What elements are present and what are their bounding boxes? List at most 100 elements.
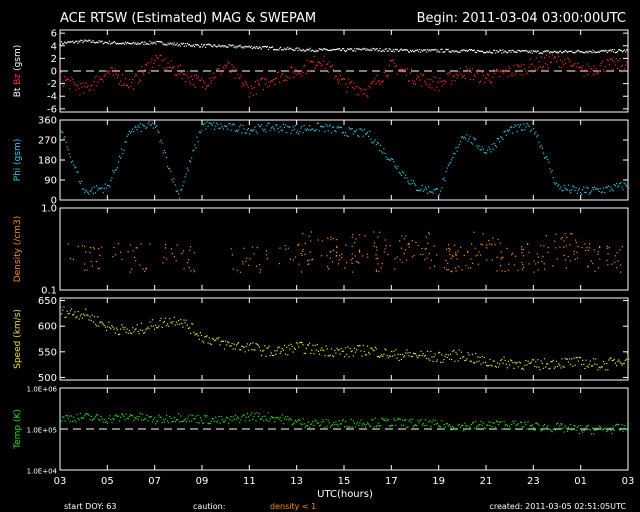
data-point-bz [468, 68, 470, 70]
data-point-bt [131, 43, 133, 45]
data-point-speed [567, 361, 570, 363]
data-point-bz [81, 86, 83, 88]
data-point-temp [100, 415, 102, 418]
data-point-temp [356, 423, 358, 425]
data-point-temp [463, 430, 465, 432]
data-point-bt [136, 43, 138, 45]
data-point-bt [601, 50, 603, 52]
data-point-temp [166, 414, 168, 416]
data-point-bz [510, 74, 512, 77]
data-point-speed [321, 347, 323, 349]
data-point-speed [139, 329, 141, 331]
data-point-phi [197, 141, 199, 143]
data-point-speed [406, 349, 408, 351]
data-point-bz [620, 65, 623, 68]
data-point-speed [491, 365, 493, 367]
data-point-bz [448, 72, 450, 74]
data-point-bz [66, 79, 68, 81]
data-point-bz [611, 59, 613, 61]
data-point-bz [600, 62, 602, 65]
data-point-density [98, 268, 100, 270]
data-point-phi [506, 129, 508, 131]
data-point-phi [628, 187, 630, 189]
data-point-phi [321, 126, 323, 128]
data-point-bz [166, 66, 168, 69]
data-point-density [284, 245, 286, 247]
data-point-phi [298, 133, 300, 135]
data-point-speed [557, 365, 559, 367]
data-point-density [407, 243, 409, 245]
data-point-phi [557, 185, 559, 187]
data-point-temp [458, 423, 460, 425]
data-point-temp [459, 426, 461, 428]
data-point-phi [192, 150, 194, 152]
data-point-density [620, 271, 622, 273]
data-point-phi [626, 186, 629, 188]
data-point-temp [299, 419, 301, 422]
data-point-phi [432, 192, 434, 194]
data-point-speed [297, 343, 299, 345]
data-point-bz [196, 77, 199, 80]
data-point-bz [97, 81, 99, 83]
data-point-speed [179, 323, 181, 325]
data-point-speed [466, 358, 468, 360]
data-point-speed [608, 359, 610, 361]
data-point-temp [495, 420, 497, 422]
data-point-speed [479, 356, 481, 358]
data-point-temp [238, 417, 240, 419]
data-point-bz [409, 72, 412, 74]
data-point-temp [77, 417, 79, 420]
data-point-temp [78, 419, 80, 421]
data-point-density [480, 243, 482, 245]
data-point-speed [207, 342, 209, 344]
data-point-speed [133, 331, 135, 333]
data-point-temp [278, 418, 280, 420]
data-point-phi [521, 129, 523, 131]
data-point-bt [289, 48, 291, 50]
data-point-bz [153, 62, 155, 64]
data-point-speed [574, 364, 576, 366]
data-point-bz [618, 69, 621, 71]
data-point-bz [588, 65, 590, 67]
data-point-bt [273, 49, 275, 51]
data-point-speed [173, 316, 175, 318]
data-point-density [478, 251, 480, 253]
data-point-phi [166, 156, 168, 159]
data-point-speed [514, 361, 516, 363]
data-point-speed [70, 308, 73, 310]
data-point-phi [155, 126, 157, 128]
data-point-bz [144, 69, 146, 71]
data-point-speed [309, 342, 311, 344]
data-point-temp [287, 416, 289, 418]
data-point-density [523, 266, 525, 268]
data-point-speed [376, 356, 378, 358]
data-point-bz [421, 85, 423, 87]
data-point-density [127, 251, 129, 253]
data-point-temp [286, 418, 288, 420]
data-point-density [593, 249, 595, 251]
data-point-speed [368, 351, 370, 353]
data-point-bz [471, 68, 473, 70]
data-point-speed [377, 355, 380, 358]
data-point-density [608, 247, 610, 249]
data-point-density [297, 244, 299, 246]
data-point-speed [454, 360, 456, 362]
data-point-density [513, 264, 516, 266]
data-point-temp [468, 426, 470, 428]
data-point-density [465, 264, 467, 267]
data-point-temp [146, 414, 148, 416]
data-point-speed [508, 364, 511, 366]
data-point-phi [401, 171, 404, 173]
data-point-bt [268, 46, 271, 48]
data-point-density [419, 253, 422, 256]
data-point-density [246, 257, 248, 259]
data-point-phi [270, 127, 272, 129]
data-point-bt [197, 44, 200, 47]
data-point-bz [495, 70, 497, 72]
data-point-density [308, 263, 310, 265]
data-point-phi [108, 184, 110, 187]
data-point-phi [180, 189, 182, 191]
data-point-temp [103, 419, 105, 421]
data-point-bt [113, 41, 115, 43]
data-point-bt [291, 49, 293, 51]
